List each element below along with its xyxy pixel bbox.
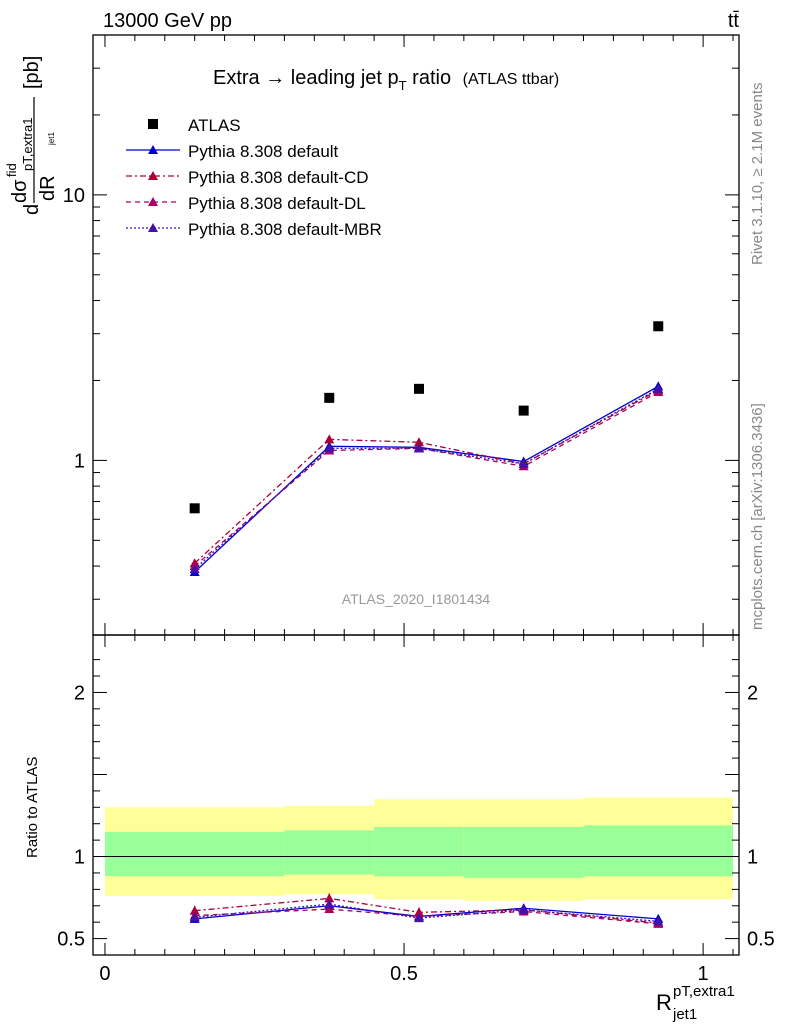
ratio-series-point <box>324 904 335 914</box>
legend-label: Pythia 8.308 default-MBR <box>188 220 382 239</box>
chart-title: Extra → leading jet pT ratio (ATLAS ttba… <box>213 67 559 93</box>
ratio-series-point <box>324 899 335 909</box>
band-inner <box>104 831 285 877</box>
analysis-watermark: ATLAS_2020_I1801434 <box>342 591 491 607</box>
ratio-tick-label-left: 2 <box>74 682 85 704</box>
series-point <box>324 443 335 453</box>
legend-marker <box>148 197 158 206</box>
ratio-series-point <box>189 905 200 915</box>
axis-tick-labels: 0 0.5 1 1 10 0.5 0.5 1 1 2 2 <box>57 185 775 985</box>
legend-marker <box>148 171 158 180</box>
y-label-denominator-sub: jet1 <box>47 132 56 146</box>
axis-ticks <box>93 34 739 955</box>
legend-label: Pythia 8.308 default-CD <box>188 168 369 187</box>
series-line <box>194 391 659 567</box>
ratio-series-point <box>189 912 200 922</box>
x-tick-label: 0 <box>99 963 110 985</box>
y-label-denominator: dR <box>37 175 59 201</box>
data-point <box>518 405 529 416</box>
chart-title-main: Extra → leading jet p <box>213 67 399 89</box>
header-process-label: tt̄ <box>728 10 740 32</box>
x-label-base: R <box>656 990 672 1015</box>
series-point <box>413 443 424 453</box>
series-point <box>189 563 200 573</box>
series-point <box>653 383 664 393</box>
legend-label-atlas: ATLAS <box>188 116 241 135</box>
ratio-series-point <box>518 904 529 914</box>
series-point <box>324 434 335 444</box>
series-line <box>194 388 659 570</box>
series-line <box>194 385 659 573</box>
data-point <box>653 321 664 332</box>
series-point <box>518 458 529 468</box>
ratio-series-line <box>194 903 659 923</box>
band-inner <box>284 830 375 875</box>
rivet-version-label: Rivet 3.1.10, ≥ 2.1M events <box>749 83 766 266</box>
ratio-tick-label-right: 2 <box>747 682 758 704</box>
chart-title-tail: ratio <box>407 67 451 89</box>
y-label-unit: [pb] <box>21 56 43 89</box>
legend-marker <box>148 223 158 232</box>
ratio-panel-series <box>189 893 664 928</box>
legend: ATLAS Pythia 8.308 default Pythia 8.308 de… <box>126 116 382 239</box>
y-label-numerator: dσ <box>9 179 31 203</box>
data-point <box>189 503 200 514</box>
x-axis-label: R pT,extra1 jet1 <box>656 983 735 1023</box>
legend-marker <box>148 145 158 154</box>
x-tick-label: 1 <box>698 963 709 985</box>
y-tick-label: 10 <box>63 185 85 207</box>
y-label-denominator-sup: pT,extra1 <box>20 118 35 171</box>
ratio-series-point <box>413 913 424 923</box>
mcplots-label: mcplots.cern.ch [arXiv:1306.3436] <box>749 403 766 630</box>
ratio-tick-label-left: 1 <box>74 847 85 869</box>
uncertainty-bands <box>104 797 734 901</box>
ratio-tick-label-right: 0.5 <box>747 929 775 951</box>
y-label-numerator-sup: fid <box>4 163 19 177</box>
series-point <box>413 437 424 447</box>
chart-title-subscript: T <box>399 78 407 93</box>
ratio-panel-frame <box>92 634 740 956</box>
ratio-y-axis-label: Ratio to ATLAS <box>24 757 41 858</box>
band-inner <box>583 825 734 877</box>
ratio-series-point <box>324 893 335 903</box>
main-panel-series <box>189 321 664 576</box>
data-point <box>413 383 424 394</box>
band-inner <box>374 827 464 877</box>
x-label-sup: pT,extra1 <box>673 983 735 1000</box>
ratio-series-point <box>653 916 664 926</box>
ratio-tick-label-left: 0.5 <box>57 929 85 951</box>
legend-marker-atlas <box>148 119 158 129</box>
x-tick-label: 0.5 <box>390 963 418 985</box>
ratio-tick-label-right: 1 <box>747 847 758 869</box>
x-label-sub: jet1 <box>672 1006 697 1023</box>
header-collision-label: 13000 GeV pp <box>103 10 232 32</box>
band-inner <box>463 827 584 878</box>
y-tick-label: 1 <box>74 450 85 472</box>
y-axis-label: d dσ fid dR pT,extra1 jet1 [pb] <box>4 56 59 215</box>
data-point <box>324 392 335 403</box>
y-label-d: d <box>21 204 43 215</box>
series-line <box>194 389 659 564</box>
legend-label: Pythia 8.308 default <box>188 142 339 161</box>
chart-title-note: (ATLAS ttbar) <box>463 71 560 88</box>
legend-label: Pythia 8.308 default-DL <box>188 194 366 213</box>
